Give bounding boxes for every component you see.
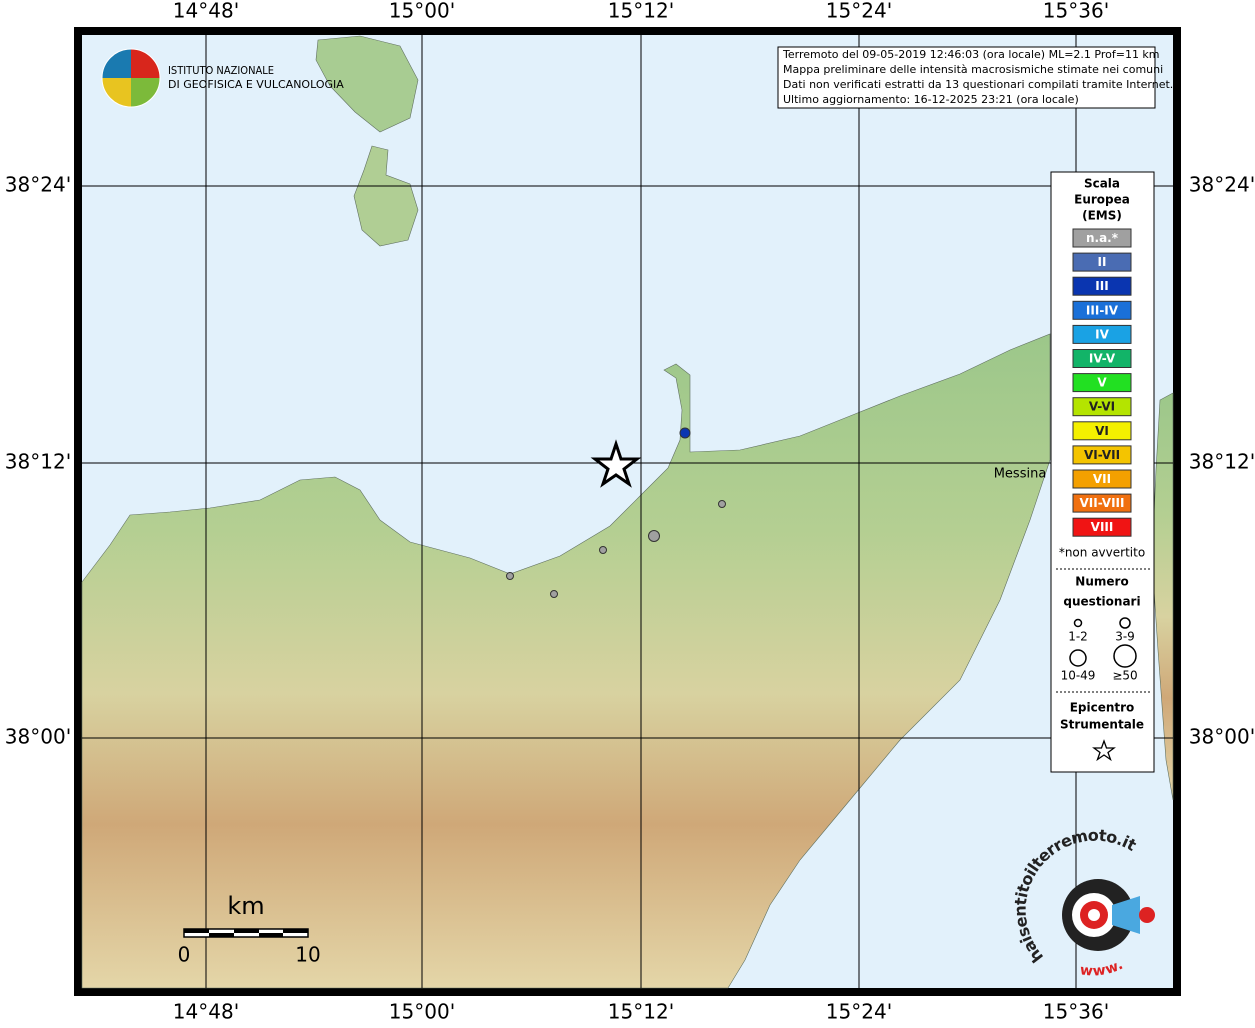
intensity-point[interactable] bbox=[599, 546, 607, 554]
legend-label: VII bbox=[1093, 472, 1111, 486]
info-line: Terremoto del 09-05-2019 12:46:03 (ora l… bbox=[782, 48, 1160, 61]
land-calabria bbox=[1151, 392, 1174, 801]
info-line: Dati non verificati estratti da 13 quest… bbox=[783, 78, 1173, 91]
legend-size-label: 10-49 bbox=[1061, 669, 1096, 683]
lon-label: 15°36' bbox=[1043, 0, 1109, 23]
legend-size-label: 1-2 bbox=[1068, 630, 1088, 644]
legend-size-label: 3-9 bbox=[1115, 630, 1135, 644]
lon-label: 15°00' bbox=[389, 0, 455, 23]
island-lipari bbox=[315, 35, 419, 133]
legend-label: VII-VIII bbox=[1079, 496, 1124, 510]
info-text: Terremoto del 09-05-2019 12:46:03 (ora l… bbox=[782, 48, 1173, 106]
lon-label: 15°00' bbox=[389, 1000, 455, 1024]
legend-swatch bbox=[1072, 493, 1132, 513]
scale-bar: km 0 10 bbox=[178, 892, 321, 967]
logo-text: DI GEOFISICA E VULCANOLOGIA bbox=[168, 78, 344, 91]
lat-label: 38°24' bbox=[1189, 173, 1255, 197]
lon-label: 15°36' bbox=[1043, 1000, 1109, 1024]
lon-label: 15°24' bbox=[826, 0, 892, 23]
intensity-point[interactable] bbox=[648, 530, 660, 542]
legend-title: Epicentro bbox=[1070, 701, 1135, 715]
info-line: Ultimo aggiornamento: 16-12-2025 23:21 (… bbox=[783, 93, 1079, 106]
lat-label: 38°00' bbox=[5, 725, 71, 749]
legend-label: II bbox=[1098, 255, 1107, 269]
legend-swatch bbox=[1072, 228, 1132, 248]
legend-swatch bbox=[1072, 252, 1132, 272]
legend-swatch bbox=[1072, 373, 1132, 393]
legend-swatch bbox=[1072, 349, 1132, 368]
lon-label: 14°48' bbox=[173, 0, 239, 23]
legend-label: VIII bbox=[1091, 520, 1114, 534]
legend-note: *non avvertito bbox=[1059, 546, 1145, 560]
ingv-logo: ISTITUTO NAZIONALE DI GEOFISICA E VULCAN… bbox=[101, 48, 344, 108]
legend-size-symbol bbox=[1073, 618, 1083, 628]
legend-label: IV-V bbox=[1089, 352, 1116, 366]
legend-swatch bbox=[1072, 517, 1132, 537]
legend: ScalaEuropea(EMS)n.a.*IIIIIIII-IVIVIV-VV… bbox=[1056, 177, 1150, 762]
lon-label: 15°12' bbox=[608, 0, 674, 23]
lon-label: 15°12' bbox=[608, 1000, 674, 1024]
legend-label: III-IV bbox=[1086, 303, 1119, 317]
land-sicily bbox=[81, 333, 1051, 989]
lat-label: 38°12' bbox=[1189, 450, 1255, 474]
legend-swatch bbox=[1072, 397, 1132, 417]
legend-swatch bbox=[1072, 469, 1132, 489]
island-vulcano bbox=[353, 145, 419, 247]
legend-label: VI bbox=[1095, 424, 1109, 438]
info-box bbox=[777, 46, 1156, 109]
epicenter-star bbox=[590, 439, 642, 488]
legend-swatch bbox=[1072, 276, 1132, 296]
legend-size-symbol bbox=[1119, 617, 1131, 629]
legend-label: IV bbox=[1095, 327, 1109, 341]
observations bbox=[506, 427, 726, 598]
legend-label: n.a.* bbox=[1086, 231, 1119, 245]
legend-title: (EMS) bbox=[1082, 209, 1122, 223]
legend-swatch bbox=[1072, 324, 1132, 344]
legend-swatch bbox=[1072, 421, 1132, 441]
legend-swatch bbox=[1072, 445, 1132, 465]
legend-size-symbol bbox=[1113, 644, 1137, 668]
legend-swatch bbox=[1072, 300, 1132, 320]
lon-label: 15°24' bbox=[826, 1000, 892, 1024]
scale-label: 10 bbox=[295, 943, 320, 967]
legend-label: III bbox=[1095, 279, 1108, 293]
city-label: Messina bbox=[994, 467, 1047, 482]
legend-title: Scala bbox=[1084, 177, 1120, 191]
intensity-point[interactable] bbox=[550, 590, 558, 598]
legend-title: Strumentale bbox=[1060, 718, 1144, 732]
coordinate-labels: 14°48' 14°48' 15°00' 15°00' 15°12' 15°12' 15°2… bbox=[5, 0, 1255, 1024]
logo-text: ISTITUTO NAZIONALE bbox=[168, 64, 274, 77]
legend-size-symbol bbox=[1069, 649, 1087, 667]
lat-label: 38°00' bbox=[1189, 725, 1255, 749]
legend-label: V bbox=[1097, 376, 1107, 390]
intensity-point[interactable] bbox=[506, 572, 514, 580]
lat-label: 38°24' bbox=[5, 173, 71, 197]
legend-label: V-VI bbox=[1089, 400, 1115, 414]
legend-star bbox=[1092, 739, 1116, 762]
scale-label: 0 bbox=[178, 943, 191, 967]
intensity-point[interactable] bbox=[718, 500, 726, 508]
lon-label: 14°48' bbox=[173, 1000, 239, 1024]
legend-title: Numero bbox=[1075, 575, 1128, 589]
lat-label: 38°12' bbox=[5, 450, 71, 474]
legend-size-label: ≥50 bbox=[1112, 669, 1137, 683]
legend-label: VI-VII bbox=[1084, 448, 1120, 462]
legend-title: questionari bbox=[1063, 595, 1140, 609]
info-line: Mappa preliminare delle intensità macros… bbox=[783, 63, 1163, 76]
scale-unit: km bbox=[227, 892, 264, 920]
legend-title: Europea bbox=[1074, 193, 1130, 207]
intensity-point[interactable] bbox=[679, 427, 691, 439]
